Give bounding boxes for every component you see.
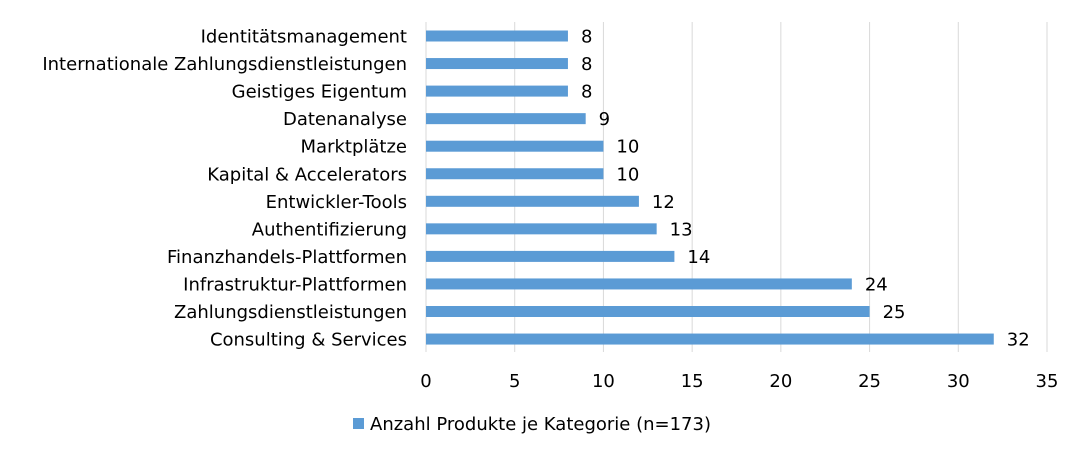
- category-label-6: Kapital & Accelerators: [207, 164, 407, 185]
- bar-7: [426, 195, 639, 207]
- category-label-11: Zahlungsdienstleistungen: [174, 302, 407, 323]
- data-label-10: 24: [865, 274, 888, 295]
- bar-8: [426, 223, 657, 235]
- data-label-3: 8: [581, 82, 592, 103]
- data-label-4: 9: [599, 109, 610, 130]
- x-tick-label-5: 5: [509, 371, 520, 392]
- category-label-3: Geistiges Eigentum: [232, 82, 407, 103]
- x-tick-label-0: 0: [420, 371, 431, 392]
- category-label-7: Entwickler-Tools: [266, 192, 407, 213]
- bar-1: [426, 30, 568, 42]
- data-label-9: 14: [687, 247, 710, 268]
- bar-3: [426, 85, 568, 97]
- category-label-1: Identitätsmanagement: [201, 27, 407, 48]
- bar-2: [426, 58, 568, 70]
- legend-label: Anzahl Produkte je Kategorie (n=173): [370, 414, 711, 435]
- bar-12: [426, 333, 994, 345]
- x-tick-label-10: 10: [592, 371, 615, 392]
- data-label-12: 32: [1007, 330, 1030, 351]
- bar-5: [426, 140, 604, 152]
- bar-9: [426, 250, 675, 262]
- bars: [426, 30, 994, 345]
- category-label-12: Consulting & Services: [210, 330, 407, 351]
- bar-11: [426, 306, 870, 317]
- x-tick-label-20: 20: [769, 371, 792, 392]
- data-label-8: 13: [670, 219, 693, 240]
- data-label-11: 25: [883, 302, 906, 323]
- bar-10: [426, 278, 852, 290]
- legend-swatch: [353, 418, 364, 429]
- x-tick-label-15: 15: [681, 371, 704, 392]
- data-label-7: 12: [652, 192, 675, 213]
- category-labels: Identitätsmanagement Internationale Zahlu…: [42, 27, 407, 351]
- legend: Anzahl Produkte je Kategorie (n=173): [353, 414, 711, 435]
- bar-4: [426, 113, 586, 125]
- data-label-1: 8: [581, 27, 592, 48]
- category-label-4: Datenanalyse: [283, 109, 407, 130]
- x-tick-label-25: 25: [858, 371, 881, 392]
- x-axis-ticks: 0 5 10 15 20 25 30 35: [420, 371, 1058, 392]
- data-label-2: 8: [581, 54, 592, 75]
- category-label-8: Authentifizierung: [252, 219, 407, 240]
- category-label-5: Marktplätze: [301, 137, 407, 158]
- data-label-5: 10: [616, 137, 639, 158]
- category-label-9: Finanzhandels-Plattformen: [167, 247, 407, 268]
- category-label-2: Internationale Zahlungsdienstleistungen: [42, 54, 407, 75]
- gridlines: [425, 22, 1048, 352]
- data-label-6: 10: [616, 164, 639, 185]
- x-tick-label-30: 30: [947, 371, 970, 392]
- bar-6: [426, 168, 604, 180]
- category-label-10: Infrastruktur-Plattformen: [183, 274, 407, 295]
- x-tick-label-35: 35: [1036, 371, 1059, 392]
